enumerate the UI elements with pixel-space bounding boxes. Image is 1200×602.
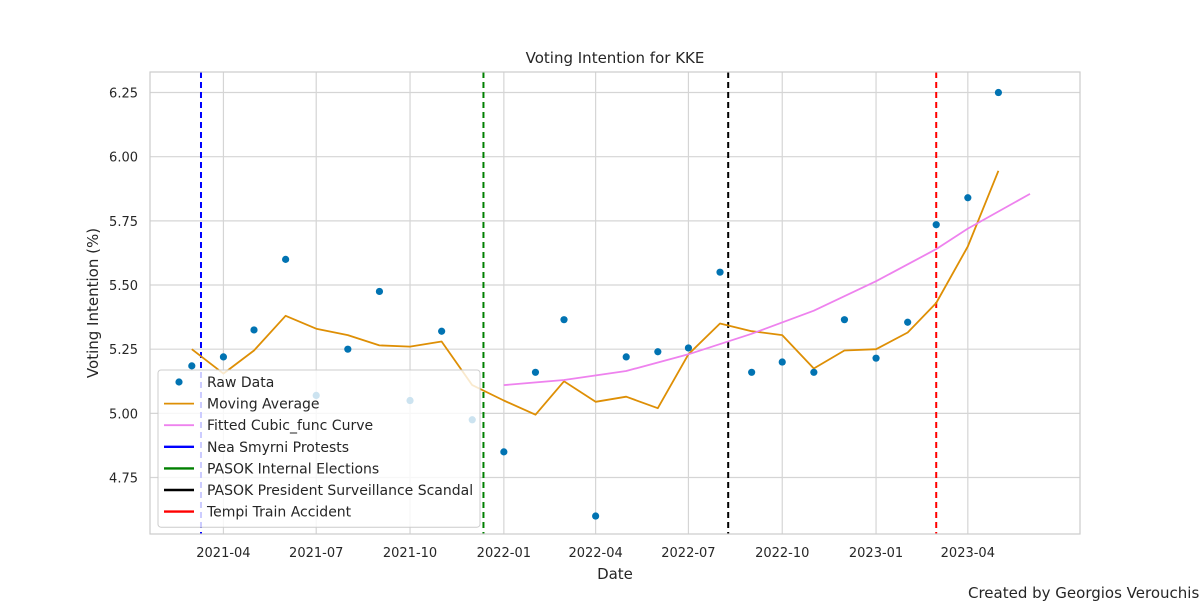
data-point [500, 448, 508, 456]
x-tick-label: 2021-10 [383, 546, 437, 561]
y-tick-labels: 4.75 5.00 5.25 5.50 5.75 6.00 6.25 [109, 87, 138, 487]
y-tick-label: 6.00 [109, 151, 138, 166]
data-point [964, 194, 972, 202]
x-tick-label: 2022-07 [661, 546, 715, 561]
x-tick-label: 2023-04 [941, 546, 995, 561]
y-tick-label: 4.75 [109, 472, 138, 487]
series-line [191, 170, 1000, 416]
data-point [250, 326, 258, 334]
legend-box [157, 369, 481, 528]
y-tick-label: 5.00 [109, 407, 138, 422]
x-tick-labels: 2021-04 2021-07 2021-10 2022-01 2022-04 2022-… [196, 546, 995, 561]
data-point [531, 368, 540, 376]
y-tick-label: 6.25 [109, 87, 138, 102]
data-point [219, 353, 228, 361]
x-axis-label: Date [597, 565, 633, 583]
data-point [344, 345, 352, 353]
data-point [438, 327, 446, 335]
legend-label: Moving Average [207, 397, 320, 413]
series-lines [191, 170, 1031, 416]
plot-frame [149, 71, 1081, 535]
chart-title: Voting Intention for KKE [526, 49, 705, 67]
legend-label: Tempi Train Accident [206, 505, 352, 521]
legend-label: Fitted Cubic_func Curve [207, 418, 373, 434]
data-point [560, 316, 568, 324]
data-point [654, 348, 662, 356]
x-tick-label: 2023-01 [849, 546, 903, 561]
data-point [188, 362, 196, 370]
legend-label: PASOK President Surveillance Scandal [207, 483, 473, 499]
data-point [282, 255, 290, 263]
legend-label: Raw Data [207, 375, 274, 391]
data-point [684, 344, 693, 352]
data-point [592, 512, 600, 520]
x-tick-label: 2022-04 [568, 546, 622, 561]
x-tick-label: 2021-04 [196, 546, 250, 561]
x-tick-label: 2021-07 [289, 546, 343, 561]
data-point [904, 318, 912, 326]
legend-label: PASOK Internal Elections [207, 461, 379, 477]
data-point [810, 368, 818, 376]
y-tick-label: 5.25 [109, 343, 138, 358]
data-point [932, 221, 940, 229]
y-tick-label: 5.75 [109, 215, 138, 230]
x-tick-label: 2022-01 [477, 546, 531, 561]
data-point [375, 287, 384, 296]
data-point [872, 354, 880, 362]
data-point [716, 268, 724, 276]
y-axis-label: Voting Intention (%) [84, 228, 102, 378]
data-point [994, 88, 1003, 97]
credit-text: Created by Georgios Verouchis [968, 584, 1200, 602]
legend-marker [175, 378, 183, 386]
data-point [622, 353, 630, 361]
data-point [778, 358, 786, 366]
series-line [503, 193, 1031, 386]
x-tick-label: 2022-10 [755, 546, 809, 561]
data-point [748, 368, 756, 376]
grid [150, 72, 1080, 534]
data-point [840, 316, 849, 324]
legend-label: Nea Smyrni Protests [207, 440, 349, 456]
legend: Raw Data Moving Average Fitted Cubic_func … [157, 369, 481, 528]
y-tick-label: 5.50 [109, 279, 138, 294]
